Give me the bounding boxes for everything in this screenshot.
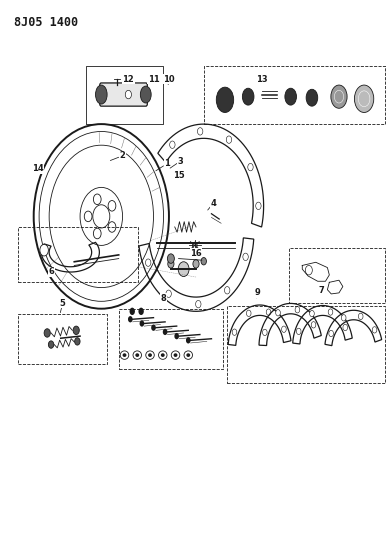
Ellipse shape xyxy=(148,353,152,357)
Ellipse shape xyxy=(331,85,347,108)
Circle shape xyxy=(170,141,175,148)
Circle shape xyxy=(311,322,316,328)
Circle shape xyxy=(128,316,132,322)
Circle shape xyxy=(341,314,346,321)
Ellipse shape xyxy=(306,90,318,106)
Text: 5: 5 xyxy=(60,299,65,308)
Circle shape xyxy=(232,329,237,335)
Text: 10: 10 xyxy=(163,75,175,84)
Ellipse shape xyxy=(123,353,127,357)
Text: 13: 13 xyxy=(256,75,267,84)
Circle shape xyxy=(40,244,48,256)
Circle shape xyxy=(281,326,286,333)
Circle shape xyxy=(276,310,280,316)
Circle shape xyxy=(263,329,267,336)
Circle shape xyxy=(343,324,348,330)
Text: 12: 12 xyxy=(122,75,134,84)
Circle shape xyxy=(168,260,174,268)
Circle shape xyxy=(145,259,151,266)
Text: 8: 8 xyxy=(160,294,166,303)
Circle shape xyxy=(305,265,312,275)
Ellipse shape xyxy=(174,353,178,357)
Text: 2: 2 xyxy=(120,151,125,160)
Circle shape xyxy=(226,136,232,143)
Circle shape xyxy=(84,211,92,222)
Text: 4: 4 xyxy=(211,199,216,208)
Circle shape xyxy=(166,290,171,297)
Ellipse shape xyxy=(161,353,165,357)
Circle shape xyxy=(140,320,144,327)
Circle shape xyxy=(73,326,79,335)
Circle shape xyxy=(186,337,191,343)
Ellipse shape xyxy=(242,88,254,105)
Circle shape xyxy=(74,338,80,345)
Circle shape xyxy=(108,222,116,232)
Circle shape xyxy=(266,309,271,316)
Circle shape xyxy=(174,333,179,340)
Text: 8J05 1400: 8J05 1400 xyxy=(15,16,78,29)
Circle shape xyxy=(247,310,251,317)
Ellipse shape xyxy=(216,87,234,112)
Circle shape xyxy=(48,341,54,348)
Circle shape xyxy=(225,287,230,294)
Circle shape xyxy=(358,313,363,320)
FancyBboxPatch shape xyxy=(100,83,147,106)
Circle shape xyxy=(108,200,116,211)
Circle shape xyxy=(198,128,203,135)
Circle shape xyxy=(178,262,189,277)
Text: 7: 7 xyxy=(319,286,325,295)
Circle shape xyxy=(138,308,144,315)
Circle shape xyxy=(44,329,50,337)
Circle shape xyxy=(196,301,201,308)
Circle shape xyxy=(93,194,101,205)
Text: 1: 1 xyxy=(164,159,170,168)
Ellipse shape xyxy=(285,88,296,105)
Text: 9: 9 xyxy=(255,288,261,297)
Text: 14: 14 xyxy=(32,164,44,173)
Circle shape xyxy=(193,260,199,268)
Text: 11: 11 xyxy=(148,75,160,84)
Ellipse shape xyxy=(135,353,139,357)
Circle shape xyxy=(328,309,333,315)
Ellipse shape xyxy=(186,353,190,357)
Ellipse shape xyxy=(96,85,107,104)
Circle shape xyxy=(93,228,101,239)
Circle shape xyxy=(256,202,261,209)
Circle shape xyxy=(329,330,334,337)
Ellipse shape xyxy=(140,86,151,103)
Circle shape xyxy=(192,242,197,248)
Text: 16: 16 xyxy=(190,249,202,258)
Circle shape xyxy=(125,90,131,99)
Circle shape xyxy=(151,325,156,331)
Circle shape xyxy=(163,329,167,335)
Circle shape xyxy=(243,253,248,261)
Circle shape xyxy=(248,164,253,171)
Circle shape xyxy=(201,257,207,265)
Circle shape xyxy=(310,310,314,317)
Text: 6: 6 xyxy=(48,267,54,276)
Circle shape xyxy=(295,306,300,313)
Ellipse shape xyxy=(354,85,374,112)
Text: 15: 15 xyxy=(173,171,185,180)
Circle shape xyxy=(167,254,174,263)
Text: 3: 3 xyxy=(178,157,183,166)
Circle shape xyxy=(129,308,135,315)
Circle shape xyxy=(372,327,377,333)
Circle shape xyxy=(296,328,301,335)
